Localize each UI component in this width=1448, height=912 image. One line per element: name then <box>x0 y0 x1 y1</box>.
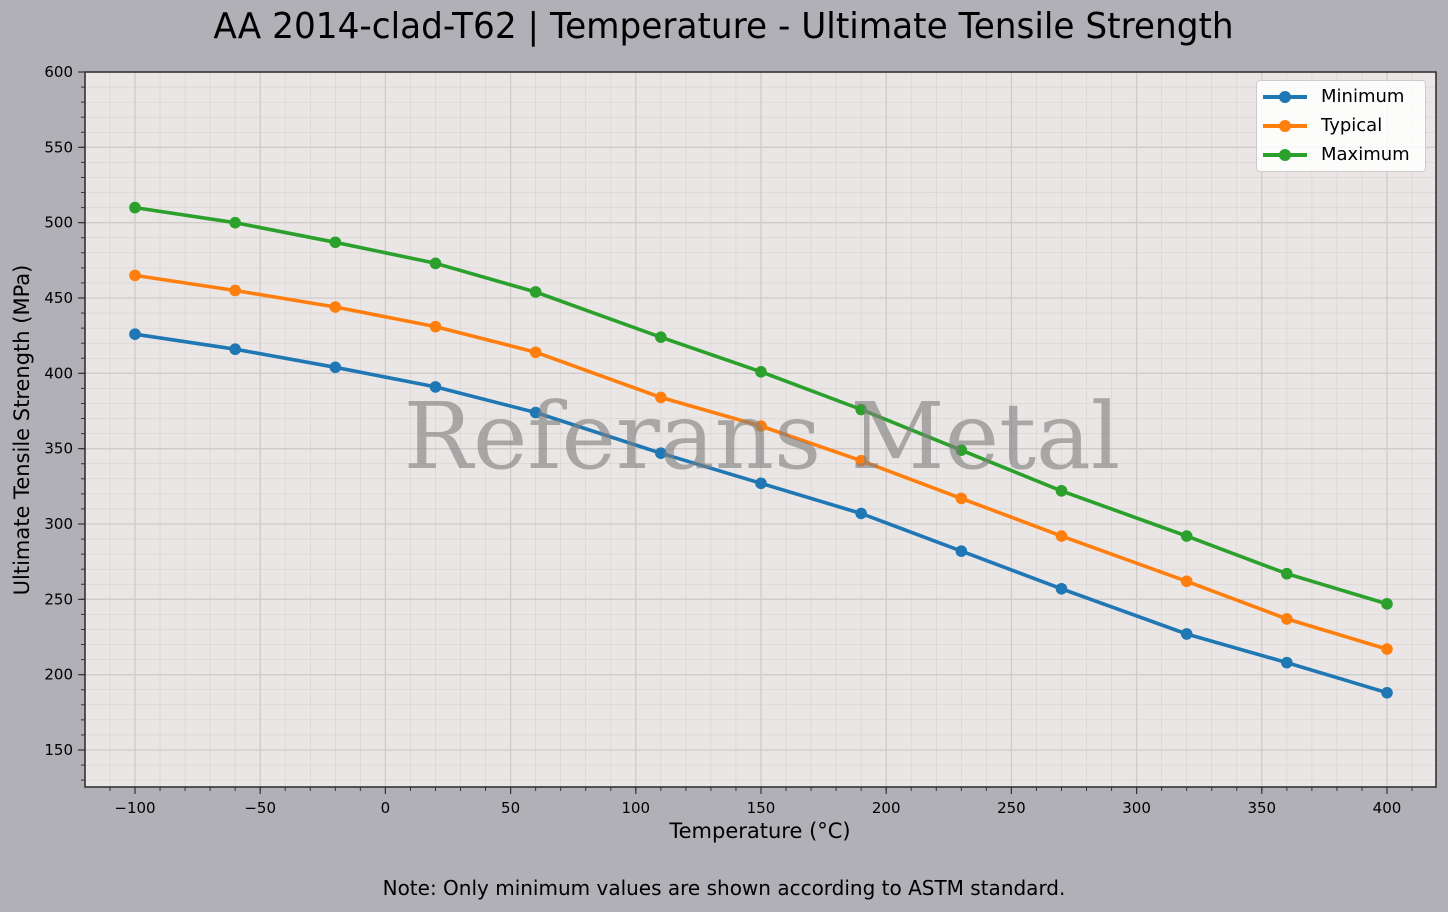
data-point-marker[interactable] <box>755 477 767 490</box>
data-point-marker[interactable] <box>1180 575 1193 588</box>
x-tick-label: 350 <box>1247 799 1276 817</box>
data-point-marker[interactable] <box>755 420 767 432</box>
chart-title: AA 2014-clad-T62 | Temperature - Ultimat… <box>213 6 1234 47</box>
legend-item-typical: Typical <box>1263 112 1423 141</box>
data-point-marker[interactable] <box>955 444 968 456</box>
x-tick-label: 50 <box>501 799 520 817</box>
series-layer <box>129 201 1393 699</box>
x-tick-label: 100 <box>621 799 650 817</box>
x-tick-label: −100 <box>114 799 155 817</box>
data-point-marker[interactable] <box>1055 530 1068 542</box>
data-point-marker[interactable] <box>1381 598 1393 610</box>
data-point-marker[interactable] <box>129 328 141 340</box>
minimum-marker-icon <box>1279 91 1291 103</box>
data-point-marker[interactable] <box>1180 628 1193 640</box>
footer-note: Note: Only minimum values are shown acco… <box>382 876 1066 900</box>
series-minimum <box>129 328 1393 699</box>
y-tick-label: 500 <box>44 214 73 232</box>
x-tick-label: 0 <box>381 799 391 817</box>
legend-label: Maximum <box>1321 144 1410 165</box>
data-point-marker[interactable] <box>529 346 542 359</box>
legend: Minimum Typical Maximum <box>1256 80 1426 172</box>
x-tick-label: 400 <box>1373 799 1402 817</box>
y-tick-label: 450 <box>44 289 73 307</box>
data-point-marker[interactable] <box>855 403 867 416</box>
legend-label: Minimum <box>1321 86 1405 107</box>
data-point-marker[interactable] <box>1055 485 1068 497</box>
x-tick-label: 250 <box>997 799 1026 817</box>
data-point-marker[interactable] <box>529 406 542 419</box>
series-typical <box>129 269 1393 655</box>
data-point-marker[interactable] <box>229 343 241 356</box>
legend-item-maximum: Maximum <box>1263 141 1423 170</box>
data-point-marker[interactable] <box>955 545 968 557</box>
data-point-marker[interactable] <box>1055 582 1068 595</box>
data-point-marker[interactable] <box>329 301 342 313</box>
maximum-marker-icon <box>1279 149 1291 161</box>
data-point-marker[interactable] <box>129 201 141 214</box>
data-point-marker[interactable] <box>129 269 141 282</box>
watermark: Referans Metal <box>404 383 1121 490</box>
y-axis: 150 200 250 300 350 400 450 500 550 600 <box>44 63 85 781</box>
data-point-marker[interactable] <box>329 361 342 374</box>
x-tick-label: −50 <box>244 799 276 817</box>
series-maximum <box>129 201 1393 610</box>
data-point-marker[interactable] <box>955 492 968 505</box>
data-point-marker[interactable] <box>1381 686 1393 699</box>
data-point-marker[interactable] <box>1281 567 1293 580</box>
data-point-marker[interactable] <box>329 236 342 249</box>
y-tick-label: 600 <box>44 63 73 81</box>
typical-marker-icon <box>1279 120 1291 132</box>
y-axis-label: Ultimate Tensile Strength (MPa) <box>10 264 34 596</box>
data-point-marker[interactable] <box>1281 613 1293 625</box>
y-tick-label: 400 <box>44 364 73 382</box>
y-tick-label: 300 <box>44 515 73 533</box>
data-point-marker[interactable] <box>529 286 542 298</box>
y-tick-label: 250 <box>44 590 73 608</box>
data-point-marker[interactable] <box>229 284 241 297</box>
x-tick-label: 300 <box>1122 799 1151 817</box>
data-point-marker[interactable] <box>429 257 442 270</box>
x-tick-label: 150 <box>747 799 776 817</box>
data-point-marker[interactable] <box>655 391 667 404</box>
data-point-marker[interactable] <box>755 366 767 378</box>
y-tick-label: 550 <box>44 138 73 156</box>
y-tick-label: 200 <box>44 666 73 684</box>
x-tick-label: 200 <box>872 799 901 817</box>
legend-label: Typical <box>1321 115 1383 136</box>
y-tick-label: 150 <box>44 741 73 759</box>
data-point-marker[interactable] <box>655 447 667 459</box>
data-point-marker[interactable] <box>1381 643 1393 655</box>
x-axis-label: Temperature (°C) <box>669 819 851 843</box>
legend-item-minimum: Minimum <box>1263 83 1423 112</box>
data-point-marker[interactable] <box>429 320 442 333</box>
x-axis: −100 −50 0 50 100 150 200 250 300 350 400 <box>109 787 1413 817</box>
data-point-marker[interactable] <box>655 331 667 343</box>
y-tick-label: 350 <box>44 440 73 458</box>
data-point-marker[interactable] <box>855 454 867 467</box>
data-point-marker[interactable] <box>429 381 442 393</box>
data-point-marker[interactable] <box>1180 530 1193 542</box>
data-point-marker[interactable] <box>229 216 241 229</box>
data-point-marker[interactable] <box>1281 656 1293 669</box>
data-point-marker[interactable] <box>855 507 867 520</box>
